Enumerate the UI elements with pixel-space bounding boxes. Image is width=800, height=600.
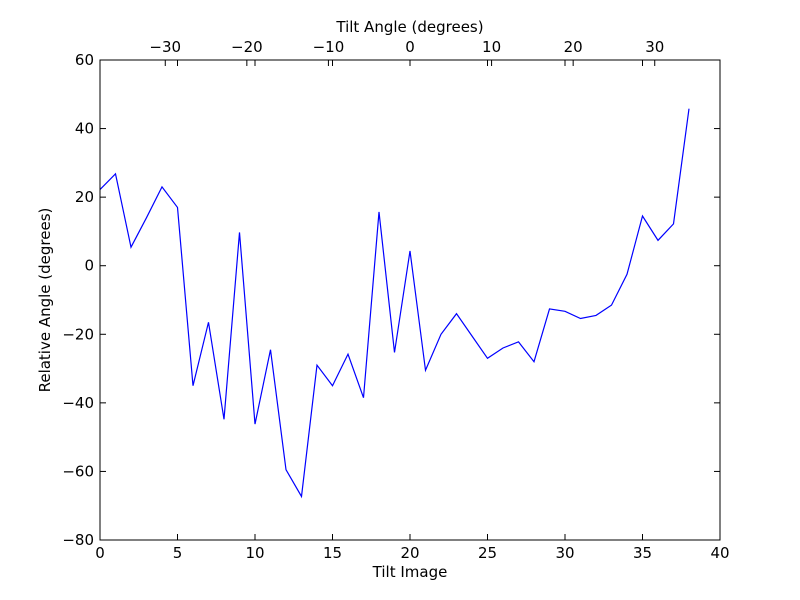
x-tick-label: 20 (400, 544, 419, 562)
series-layer (99, 108, 690, 499)
top-x-tick-label: 0 (405, 38, 415, 56)
y-tick-label: −60 (62, 462, 94, 480)
x-tick-label: 25 (478, 544, 497, 562)
x-tick-label: 0 (95, 544, 105, 562)
top-x-tick-label: 10 (482, 38, 501, 56)
x-tick-label: 15 (323, 544, 342, 562)
top-x-axis-title: Tilt Angle (degrees) (335, 18, 483, 36)
x-tick-label: 40 (710, 544, 729, 562)
plot-area (100, 60, 720, 540)
y-axis-title: Relative Angle (degrees) (36, 208, 54, 393)
x-tick-label: 30 (555, 544, 574, 562)
x-tick-label: 35 (633, 544, 652, 562)
y-tick-label: 40 (75, 120, 94, 138)
x-tick-label: 5 (173, 544, 183, 562)
y-tick-label: −20 (62, 325, 94, 343)
x-axis-title: Tilt Image (372, 563, 448, 581)
top-x-tick-label: 30 (645, 38, 664, 56)
y-tick-label: 60 (75, 51, 94, 69)
top-x-tick-label: −30 (149, 38, 181, 56)
top-x-tick-label: 20 (564, 38, 583, 56)
y-tick-label: −80 (62, 531, 94, 549)
y-tick-label: 0 (84, 257, 94, 275)
x-tick-label: 10 (245, 544, 264, 562)
y-tick-label: 20 (75, 188, 94, 206)
top-x-tick-label: −20 (231, 38, 263, 56)
y-tick-label: −40 (62, 394, 94, 412)
tick-layer: 0 5 10 15 20 25 30 35 40 −80 −60 −40 −20 0 20 40 60 −30 −2… (62, 38, 729, 562)
series-line (99, 108, 690, 499)
top-x-tick-label: −10 (313, 38, 345, 56)
